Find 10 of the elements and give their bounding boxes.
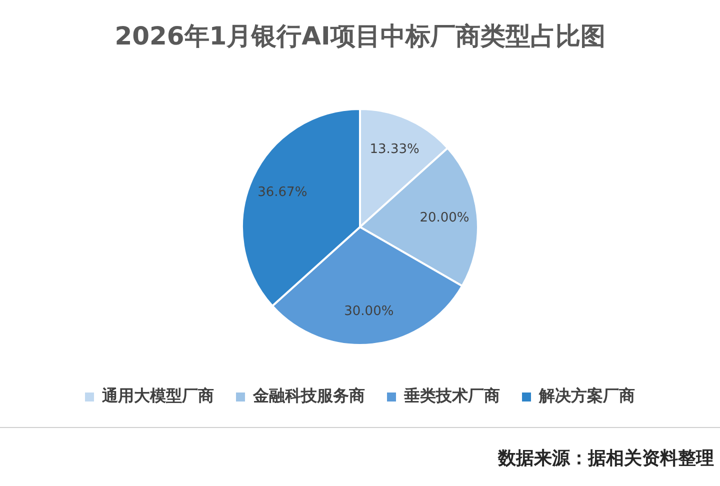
data-label: 20.00% <box>420 210 470 226</box>
source-note: 数据来源：据相关资料整理 <box>498 447 714 470</box>
legend-label: 解决方案厂商 <box>538 386 635 406</box>
legend-label: 金融科技服务商 <box>252 386 365 406</box>
data-label: 13.33% <box>370 142 420 157</box>
chart-title: 2026年1月银行AI项目中标厂商类型占比图 <box>114 22 606 50</box>
legend-label: 通用大模型厂商 <box>101 386 214 406</box>
legend-label: 垂类技术厂商 <box>403 386 500 406</box>
data-label: 30.00% <box>344 304 394 319</box>
data-label: 36.67% <box>258 184 308 200</box>
